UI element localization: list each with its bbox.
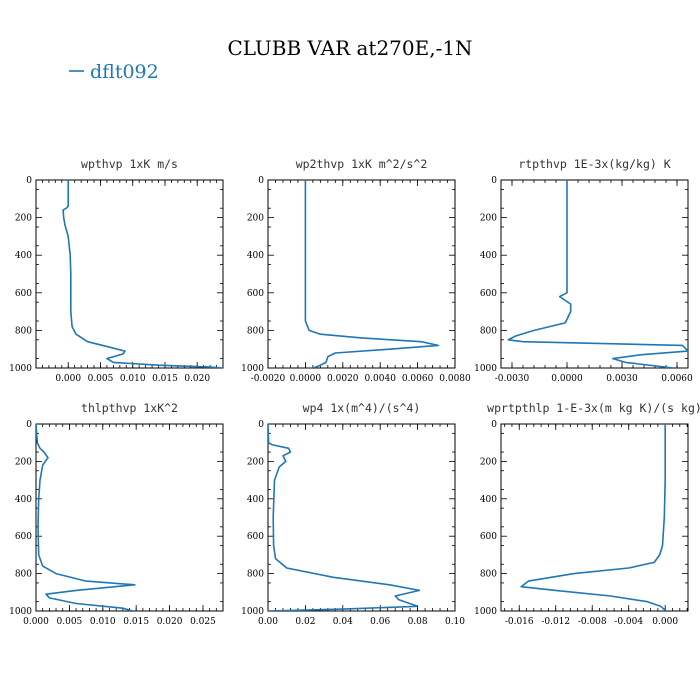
series-line (62, 180, 223, 368)
y-tick-label: 1000 (9, 607, 32, 617)
series-line (268, 424, 421, 611)
y-tick-label: 600 (480, 289, 497, 299)
x-tick-label: 0.015 (152, 374, 178, 384)
y-tick-label: 0 (26, 420, 32, 430)
y-tick-label: 1000 (474, 607, 497, 617)
x-tick-label: 0.020 (157, 617, 183, 627)
subplot-title: rtpthvp 1E-3x(kg/kg) K (518, 157, 670, 171)
y-tick-label: 400 (247, 251, 264, 261)
y-tick-label: 400 (480, 495, 497, 505)
x-tick-label: -0.0030 (495, 374, 530, 384)
y-tick-label: 0 (491, 420, 497, 430)
series-line (520, 424, 667, 611)
subplot-3: rtpthvp 1E-3x(kg/kg) K 0 200 400 600 800 1000-… (474, 157, 693, 384)
legend: dflt092 (69, 61, 159, 83)
y-tick-label: 600 (480, 532, 497, 542)
y-tick-label: 600 (247, 532, 264, 542)
y-tick-label: 800 (480, 326, 497, 336)
y-tick-label: 200 (247, 457, 264, 467)
x-tick-label: 0.0020 (327, 374, 359, 384)
subplot-title: wprtpthlp 1-E-3x(m kg K)/(s kg) (487, 401, 700, 415)
y-tick-label: 600 (15, 532, 32, 542)
y-tick-label: 800 (15, 326, 32, 336)
y-tick-label: 200 (247, 214, 264, 224)
y-tick-label: 400 (15, 251, 32, 261)
x-tick-label: 0.0030 (606, 374, 638, 384)
y-tick-label: 400 (480, 251, 497, 261)
subplot-1: wpthvp 1xK m/s 0 200 400 600 800 1000 0.000 0.00… (9, 157, 224, 384)
subplot-title: wp2thvp 1xK m^2/s^2 (296, 157, 428, 171)
x-tick-label: 0.0060 (402, 374, 434, 384)
x-tick-label: 0.0060 (661, 374, 693, 384)
x-tick-label: 0.010 (90, 617, 116, 627)
x-tick-label: 0.000 (23, 617, 49, 627)
x-tick-label: 0.015 (123, 617, 149, 627)
x-tick-label: 0.025 (190, 617, 216, 627)
y-tick-label: 800 (247, 570, 264, 580)
y-tick-label: 0 (491, 176, 497, 186)
plot-frame (35, 423, 224, 612)
subplot-title: wpthvp 1xK m/s (81, 157, 178, 171)
plot-frame (267, 423, 456, 612)
y-tick-label: 200 (15, 457, 32, 467)
y-tick-label: 1000 (474, 364, 497, 374)
x-tick-label: -0.004 (614, 617, 643, 627)
x-tick-label: 0.08 (408, 617, 428, 627)
subplot-title: wp4 1x(m^4)/(s^4) (303, 401, 421, 415)
x-tick-label: -0.016 (505, 617, 534, 627)
subplot-2: wp2thvp 1xK m^2/s^2 0 200 400 600 800 1000-0.0… (241, 157, 471, 384)
x-tick-label: 0.04 (333, 617, 353, 627)
x-tick-label: 0.00 (258, 617, 278, 627)
y-tick-label: 800 (247, 326, 264, 336)
x-tick-label: 0.0000 (551, 374, 583, 384)
y-tick-label: 400 (247, 495, 264, 505)
plot-frame (500, 179, 689, 369)
y-tick-label: 1000 (241, 607, 264, 617)
y-tick-label: 400 (15, 495, 32, 505)
y-tick-label: 200 (480, 214, 497, 224)
x-tick-label: 0.0000 (290, 374, 322, 384)
plot-frame (267, 179, 456, 369)
y-tick-label: 0 (258, 176, 264, 186)
plot-frame (35, 179, 224, 369)
x-tick-label: 0.010 (120, 374, 146, 384)
series-line (36, 424, 136, 611)
x-tick-label: 0.005 (57, 617, 83, 627)
subplot-6: wprtpthlp 1-E-3x(m kg K)/(s kg) 0 200 400 60… (474, 401, 700, 627)
y-tick-label: 600 (15, 289, 32, 299)
y-tick-label: 800 (480, 570, 497, 580)
series-line (304, 180, 440, 368)
x-tick-label: 0.000 (652, 617, 678, 627)
legend-label: dflt092 (90, 61, 159, 83)
x-tick-label: 0.0040 (364, 374, 396, 384)
x-tick-label: -0.0020 (251, 374, 286, 384)
series-line (507, 180, 688, 368)
y-tick-label: 200 (480, 457, 497, 467)
x-tick-label: 0.0080 (439, 374, 471, 384)
y-tick-label: 800 (15, 570, 32, 580)
x-tick-label: 0.020 (184, 374, 210, 384)
x-tick-label: -0.012 (541, 617, 570, 627)
y-tick-label: 1000 (241, 364, 264, 374)
x-tick-label: 0.02 (295, 617, 315, 627)
y-tick-label: 1000 (9, 364, 32, 374)
y-tick-label: 600 (247, 289, 264, 299)
y-tick-label: 200 (15, 214, 32, 224)
figure-title: CLUBB VAR at270E,-1N (227, 36, 472, 60)
x-tick-label: -0.008 (578, 617, 607, 627)
subplot-title: thlpthvp 1xK^2 (81, 401, 178, 415)
y-tick-label: 0 (258, 420, 264, 430)
x-tick-label: 0.10 (445, 617, 465, 627)
y-tick-label: 0 (26, 176, 32, 186)
plot-frame (500, 423, 689, 612)
x-tick-label: 0.000 (55, 374, 81, 384)
x-tick-label: 0.005 (88, 374, 114, 384)
x-tick-label: 0.06 (370, 617, 390, 627)
